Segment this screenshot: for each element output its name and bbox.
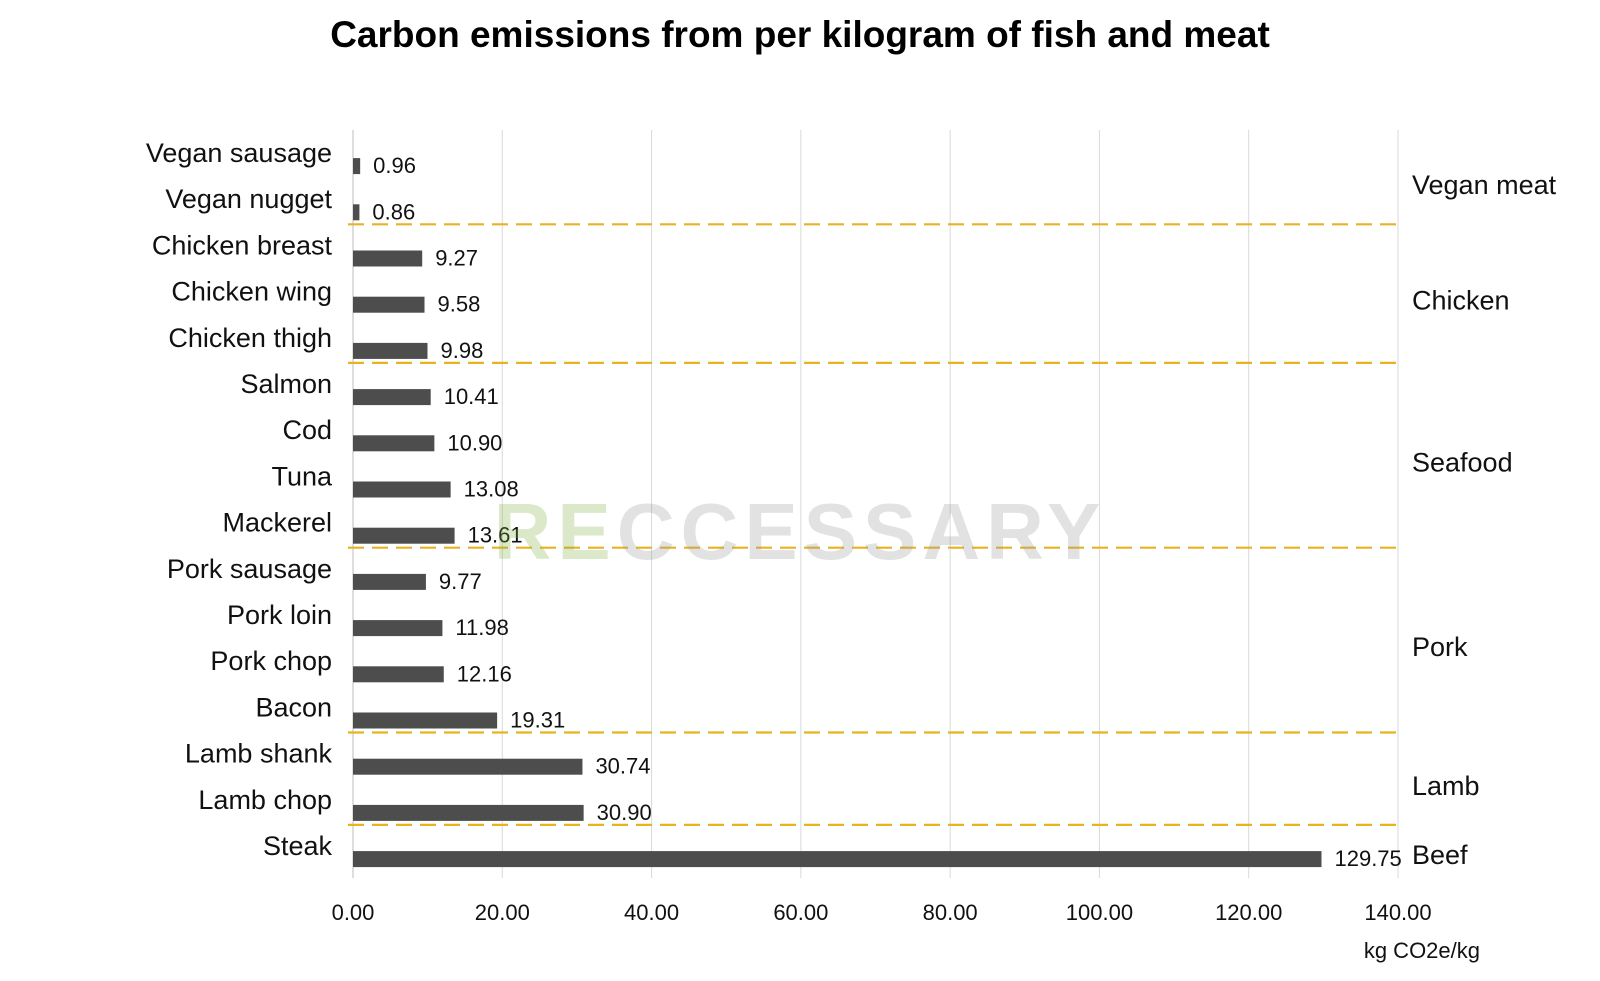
category-label: Pork chop (210, 646, 332, 676)
value-label: 0.96 (373, 153, 416, 178)
bar (353, 527, 455, 544)
category-label: Lamb shank (185, 739, 333, 769)
bar (353, 620, 443, 637)
bar (353, 296, 425, 313)
bar (353, 204, 360, 221)
x-tick-label: 80.00 (923, 900, 978, 925)
labels: 0.00 20.00 40.00 60.00 80.00 100.00 120.00 140.… (146, 138, 1557, 925)
bar (353, 758, 583, 775)
group-label: Beef (1412, 840, 1468, 870)
category-label: Pork sausage (167, 554, 332, 584)
value-label: 13.08 (464, 477, 519, 502)
group-label: Seafood (1412, 447, 1513, 477)
category-label: Tuna (271, 461, 333, 491)
x-tick-label: 40.00 (624, 900, 679, 925)
value-label: 10.41 (444, 384, 499, 409)
category-label: Pork loin (227, 600, 332, 630)
x-tick-label: 140.00 (1364, 900, 1431, 925)
value-label: 0.86 (372, 199, 415, 224)
x-tick-label: 20.00 (475, 900, 530, 925)
bar (353, 250, 423, 267)
bar (353, 342, 428, 359)
category-label: Vegan nugget (165, 184, 332, 214)
bars (353, 158, 1322, 868)
group-label: Vegan meat (1412, 170, 1557, 200)
bar (353, 712, 498, 729)
category-label: Mackerel (222, 508, 332, 538)
category-label: Salmon (240, 369, 332, 399)
value-label: 9.58 (438, 292, 481, 317)
group-label: Pork (1412, 632, 1468, 662)
x-tick-label: 120.00 (1215, 900, 1282, 925)
value-label: 30.74 (595, 754, 650, 779)
chart-title: Carbon emissions from per kilogram of fi… (330, 14, 1270, 55)
x-tick-label: 100.00 (1066, 900, 1133, 925)
bar (353, 666, 444, 683)
group-separators (348, 223, 1402, 827)
value-label: 129.75 (1334, 846, 1401, 871)
value-label: 9.27 (435, 246, 478, 271)
category-label: Lamb chop (198, 785, 332, 815)
category-label: Chicken wing (171, 277, 332, 307)
category-label: Cod (282, 415, 332, 445)
value-label: 10.90 (447, 430, 502, 455)
group-label: Chicken (1412, 286, 1510, 316)
value-label: 19.31 (510, 708, 565, 733)
category-label: Chicken thigh (168, 323, 332, 353)
category-label: Vegan sausage (146, 138, 332, 168)
bar (353, 389, 431, 406)
category-label: Steak (263, 831, 333, 861)
x-tick-label: 0.00 (332, 900, 375, 925)
bar (353, 573, 426, 590)
x-tick-label: 60.00 (773, 900, 828, 925)
value-label: 13.61 (468, 523, 523, 548)
category-label: Bacon (255, 692, 332, 722)
value-label: 9.98 (440, 338, 483, 363)
bar (353, 435, 435, 452)
bar (353, 158, 361, 175)
value-label: 11.98 (455, 615, 508, 640)
value-label: 9.77 (439, 569, 482, 594)
x-axis-unit: kg CO2e/kg (1364, 938, 1480, 963)
group-label: Lamb (1412, 771, 1480, 801)
bar (353, 851, 1322, 868)
value-label: 30.90 (597, 800, 652, 825)
bar (353, 804, 584, 821)
value-label: 12.16 (457, 661, 512, 686)
bar (353, 481, 451, 498)
category-label: Chicken breast (152, 230, 333, 260)
